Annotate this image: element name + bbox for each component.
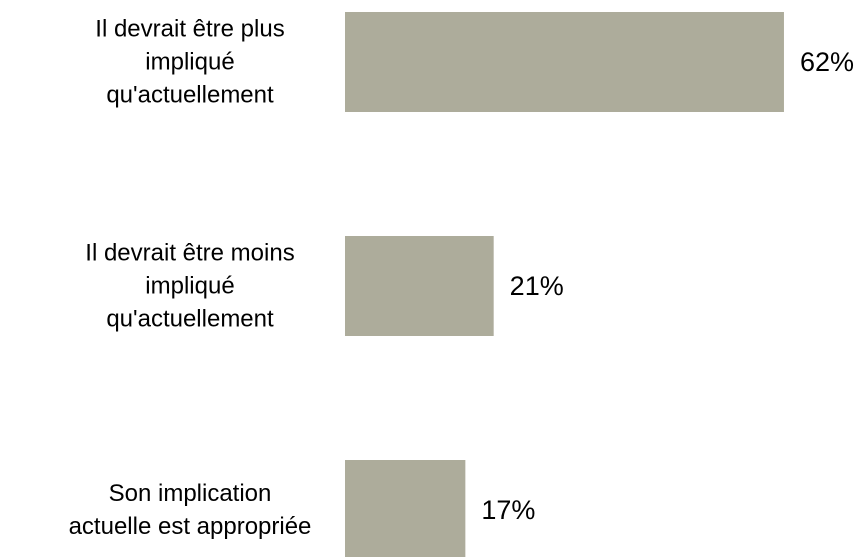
- category-label: Il devrait être plus impliqué qu'actuell…: [95, 15, 285, 109]
- category-label: Il devrait être moins impliqué qu'actuel…: [85, 239, 295, 333]
- category-label: Son implication actuelle est appropriée: [68, 480, 312, 540]
- value-label: 17%: [481, 495, 535, 525]
- value-label: 62%: [800, 47, 854, 77]
- bar: [345, 12, 784, 112]
- bar: [345, 460, 466, 557]
- bar: [345, 236, 494, 336]
- value-label: 21%: [510, 271, 564, 301]
